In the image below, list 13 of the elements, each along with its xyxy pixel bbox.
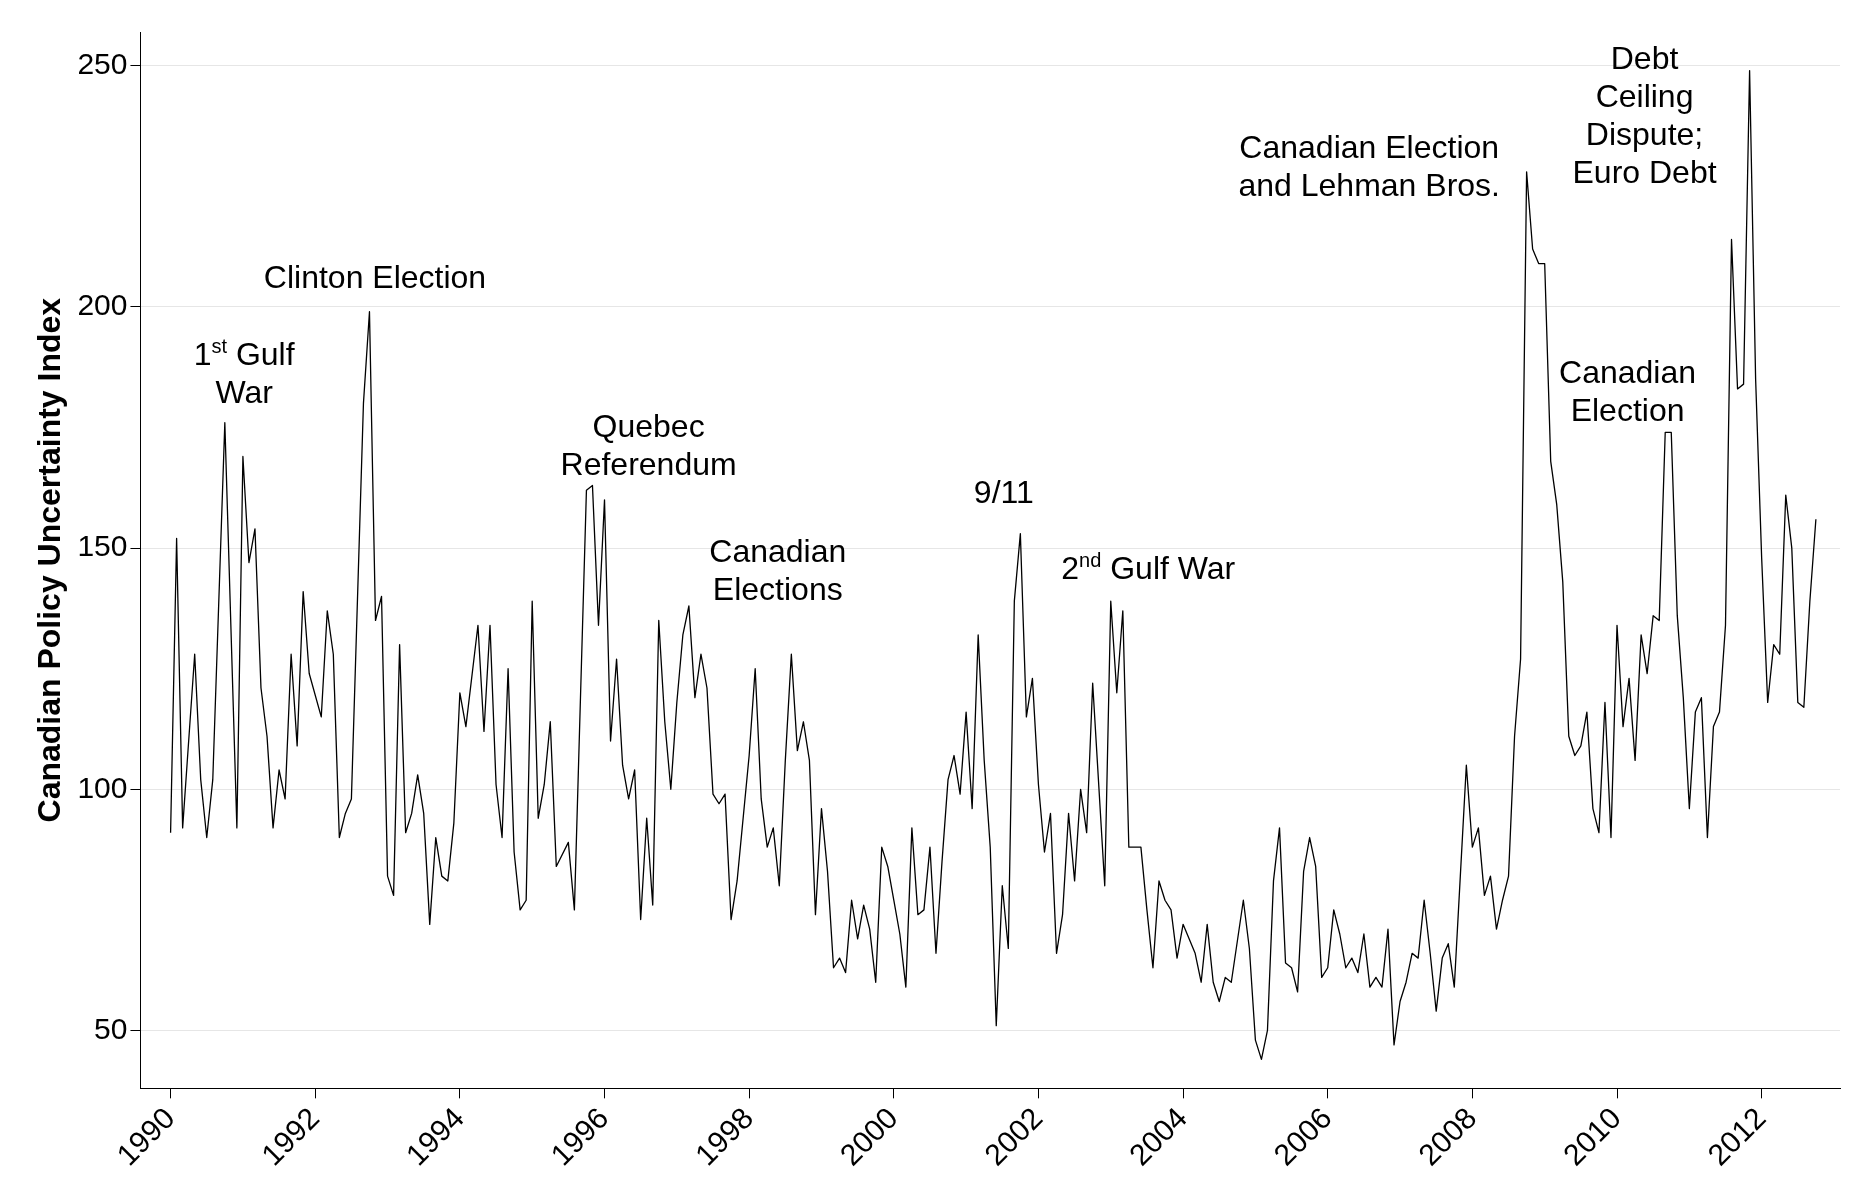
y-tick-label: 250 bbox=[77, 47, 128, 81]
y-tick-label: 100 bbox=[77, 770, 128, 804]
annotation: 9/11 bbox=[973, 474, 1034, 511]
annotation: Debt Ceiling Dispute; Euro Debt bbox=[1572, 40, 1717, 191]
y-axis-title: Canadian Policy Uncertainty Index bbox=[31, 297, 68, 823]
annotation: Quebec Referendum bbox=[560, 407, 737, 482]
y-tick-label: 150 bbox=[77, 529, 128, 563]
y-tick-label: 200 bbox=[77, 288, 128, 322]
annotation: Canadian Elections bbox=[709, 533, 847, 608]
annotation: Canadian Election and Lehman Bros. bbox=[1238, 128, 1500, 203]
annotation: Clinton Election bbox=[263, 258, 487, 295]
annotation: Canadian Election bbox=[1559, 353, 1697, 428]
y-tick-label: 50 bbox=[94, 1011, 128, 1045]
